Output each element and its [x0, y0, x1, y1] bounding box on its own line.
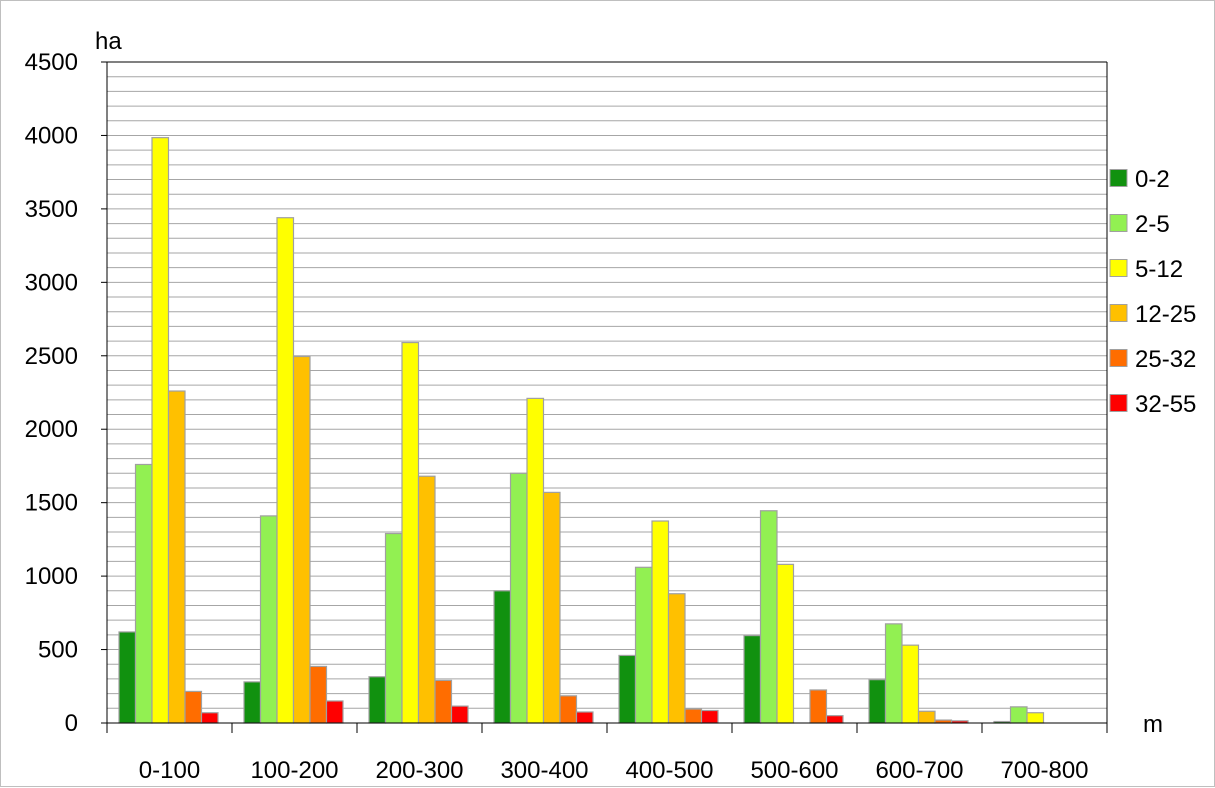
- y-tick-label: 1000: [25, 563, 78, 590]
- bar: [776, 563, 795, 724]
- bar: [384, 532, 403, 724]
- bar: [167, 390, 186, 724]
- x-tick-label: 0-100: [139, 757, 200, 784]
- legend-swatch: [1109, 214, 1128, 232]
- bar: [292, 355, 311, 724]
- bar: [575, 711, 594, 724]
- x-axis-unit: m: [1143, 711, 1163, 738]
- legend: 0-2 2-5 5-12 12-25 25-32 32-55: [1109, 166, 1196, 418]
- bar: [868, 679, 887, 724]
- y-tick-label: 4500: [25, 49, 78, 76]
- bar: [493, 590, 512, 724]
- bar: [259, 515, 278, 724]
- bar: [651, 520, 670, 724]
- bar: [526, 397, 545, 724]
- legend-label: 2-5: [1135, 211, 1170, 238]
- y-tick-label: 0: [65, 710, 78, 737]
- y-tick-label: 500: [38, 637, 78, 664]
- bars: [118, 137, 1045, 724]
- bar: [1009, 706, 1028, 724]
- bar: [509, 472, 528, 724]
- bar: [184, 690, 203, 724]
- x-tick-label: 100-200: [250, 757, 338, 784]
- bar: [243, 681, 262, 724]
- bar: [884, 623, 903, 724]
- legend-label: 32-55: [1135, 391, 1196, 418]
- legend-label: 12-25: [1135, 301, 1196, 328]
- legend-label: 5-12: [1135, 256, 1183, 283]
- bar: [743, 635, 762, 724]
- bar: [634, 566, 653, 724]
- bar: [618, 654, 637, 724]
- x-tick-label: 300-400: [500, 757, 588, 784]
- y-tick-label: 3000: [25, 269, 78, 296]
- y-axis-unit: ha: [95, 28, 122, 55]
- bar: [134, 463, 153, 724]
- bar: [825, 715, 844, 724]
- bar: [1026, 712, 1045, 724]
- bar: [759, 510, 778, 724]
- x-tick-label: 400-500: [625, 757, 713, 784]
- bar: [417, 475, 436, 724]
- bar: [901, 644, 920, 724]
- bar: [559, 695, 578, 724]
- bar: [684, 708, 703, 724]
- legend-swatch: [1109, 349, 1128, 367]
- x-tick-label: 700-800: [1000, 757, 1088, 784]
- bar: [667, 593, 686, 724]
- y-tick-label: 4000: [25, 122, 78, 149]
- bar: [151, 137, 170, 724]
- axes: 0 500 1000 1500 2000 2500 3000 3500 4000 4500 0-10…: [25, 49, 1108, 784]
- bar: [542, 491, 561, 724]
- y-tick-label: 2500: [25, 343, 78, 370]
- bar: [434, 679, 453, 724]
- bar: [118, 631, 137, 724]
- y-tick-label: 3500: [25, 196, 78, 223]
- bar: [368, 676, 387, 724]
- bar: [325, 700, 344, 724]
- legend-swatch: [1109, 394, 1128, 412]
- legend-label: 0-2: [1135, 166, 1170, 193]
- gridlines: [107, 61, 1107, 724]
- x-tick-label: 500-600: [750, 757, 838, 784]
- x-tick-label: 200-300: [375, 757, 463, 784]
- x-tick-label: 600-700: [875, 757, 963, 784]
- legend-swatch: [1109, 304, 1128, 322]
- y-tick-label: 1500: [25, 490, 78, 517]
- legend-swatch: [1109, 169, 1128, 187]
- y-tick-label: 2000: [25, 416, 78, 443]
- bar: [700, 709, 719, 724]
- legend-label: 25-32: [1135, 346, 1196, 373]
- bar: [200, 712, 219, 724]
- bar: [276, 217, 295, 724]
- bar: [450, 705, 469, 724]
- bar: [309, 665, 328, 724]
- bar: [917, 710, 936, 724]
- legend-swatch: [1109, 259, 1128, 277]
- bar: [809, 689, 828, 724]
- bar: [401, 341, 420, 724]
